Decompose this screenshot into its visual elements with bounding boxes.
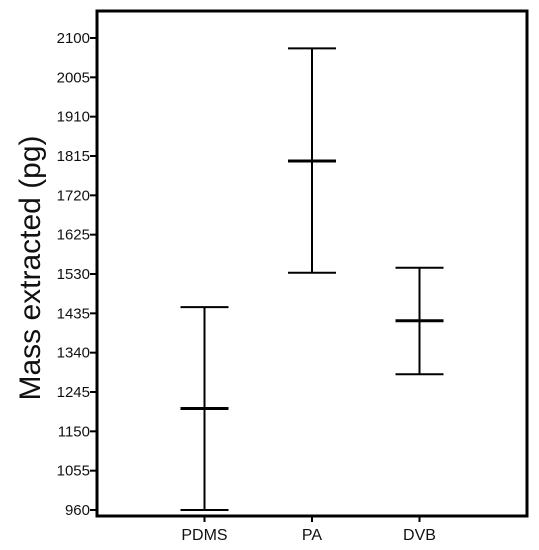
x-tick-label-dvb: DVB xyxy=(403,527,436,544)
y-tick-label: 2005 xyxy=(57,69,90,86)
y-axis: 960 1055 1150 1245 1340 1435 1530 1625 1720 1815 1… xyxy=(57,30,97,519)
y-tick-label: 960 xyxy=(65,502,90,519)
y-tick-label: 1530 xyxy=(57,266,90,283)
y-tick-label: 1245 xyxy=(57,384,90,401)
y-tick-label: 1910 xyxy=(57,109,90,126)
x-tick-label-pdms: PDMS xyxy=(181,527,227,544)
y-tick-label: 1340 xyxy=(57,345,90,362)
y-tick-label: 1815 xyxy=(57,148,90,165)
y-tick-label: 2100 xyxy=(57,30,90,47)
y-tick-label: 1720 xyxy=(57,187,90,204)
error-bar-dvb xyxy=(395,266,444,376)
y-tick-label: 1150 xyxy=(58,423,90,440)
y-tick-label: 1435 xyxy=(57,305,90,322)
x-tick-label-pa: PA xyxy=(302,527,322,544)
error-bar-pa xyxy=(288,47,336,274)
x-axis: PDMS PA DVB xyxy=(181,516,436,544)
y-axis-title: Mass extracted (pg) xyxy=(14,135,47,400)
error-bar-pdms xyxy=(180,306,229,511)
error-bars xyxy=(180,47,444,511)
y-tick-label: 1055 xyxy=(57,463,90,480)
y-tick-label: 1625 xyxy=(57,227,90,244)
